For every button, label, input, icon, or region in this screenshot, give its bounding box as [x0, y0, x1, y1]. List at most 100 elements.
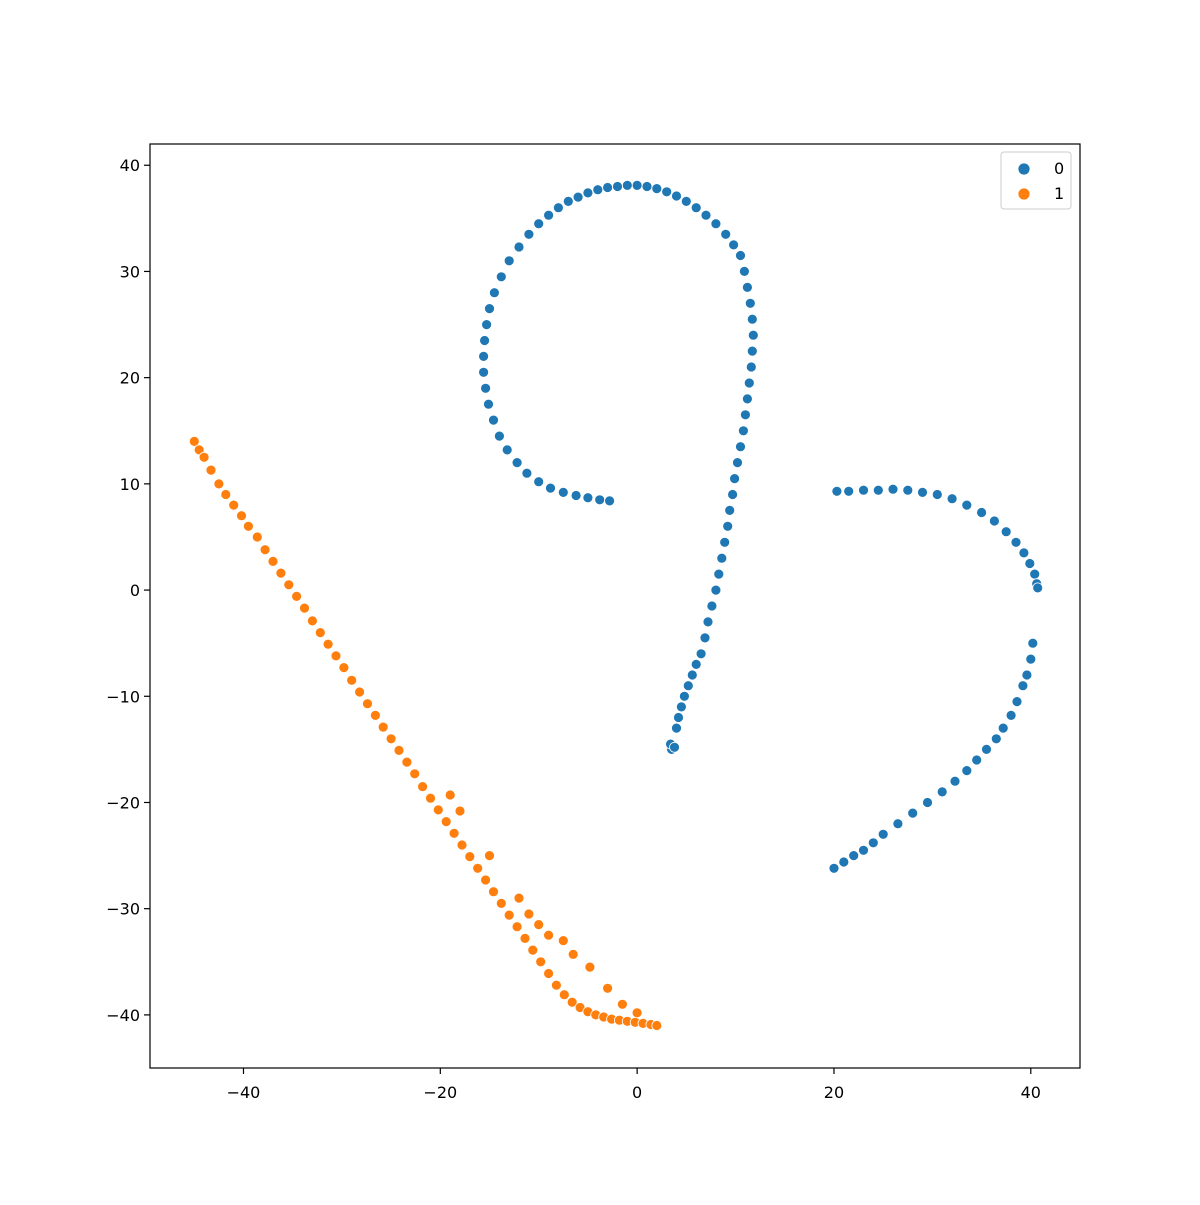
point-series-1 [205, 464, 217, 476]
point-series-0 [621, 179, 633, 191]
point-series-0 [690, 659, 702, 670]
point-series-1 [535, 956, 547, 968]
point-series-0 [488, 414, 499, 426]
point-series-1 [566, 996, 578, 1008]
point-series-0 [971, 754, 983, 766]
point-series-1 [543, 929, 554, 941]
point-series-0 [961, 499, 973, 511]
y-tick-label: 20 [120, 369, 140, 388]
y-tick-label: −30 [106, 900, 140, 919]
point-series-0 [1010, 536, 1022, 548]
point-series-1 [314, 627, 326, 638]
point-series-0 [738, 425, 749, 437]
y-tick-label: −40 [106, 1006, 140, 1025]
point-series-1 [503, 909, 515, 921]
legend-marker-1 [1017, 187, 1031, 201]
point-series-0 [480, 382, 492, 394]
point-series-0 [557, 486, 569, 498]
point-series-0 [501, 444, 513, 456]
point-series-0 [1029, 568, 1041, 580]
points-layer [188, 179, 1044, 1031]
point-series-0 [1018, 547, 1030, 559]
point-series-1 [213, 478, 225, 490]
point-series-0 [831, 485, 843, 497]
point-series-0 [1005, 710, 1017, 721]
point-series-0 [1000, 526, 1012, 538]
point-series-1 [543, 968, 554, 979]
point-series-0 [720, 228, 732, 240]
point-series-0 [602, 182, 613, 193]
point-series-0 [745, 361, 757, 373]
point-series-1 [291, 591, 303, 602]
point-series-0 [872, 484, 884, 496]
point-series-0 [695, 648, 707, 660]
x-tick-label: −20 [423, 1083, 457, 1102]
point-series-0 [747, 329, 759, 341]
point-series-0 [739, 265, 750, 277]
point-series-0 [572, 191, 584, 203]
point-series-0 [700, 209, 712, 221]
point-series-0 [719, 536, 731, 548]
point-series-1 [198, 451, 210, 463]
point-series-1 [322, 638, 334, 650]
x-tick-label: 40 [1021, 1083, 1041, 1102]
point-series-1 [354, 686, 366, 698]
point-series-0 [716, 552, 728, 564]
point-series-0 [523, 228, 535, 240]
point-series-0 [887, 483, 899, 495]
point-series-1 [377, 721, 389, 733]
point-series-0 [1024, 558, 1036, 569]
point-series-0 [710, 218, 722, 230]
point-series-0 [828, 862, 840, 874]
point-series-1 [480, 874, 492, 886]
plot-frame [149, 143, 1081, 1069]
point-series-0 [543, 209, 554, 221]
point-series-0 [582, 187, 594, 199]
point-series-0 [592, 184, 604, 196]
point-series-0 [858, 484, 869, 496]
x-tick-label: 20 [824, 1083, 844, 1102]
point-series-0 [676, 701, 687, 713]
point-series-0 [690, 202, 702, 214]
point-series-0 [671, 722, 682, 734]
point-series-1 [448, 827, 460, 839]
point-series-0 [931, 489, 943, 500]
point-series-0 [867, 837, 879, 849]
point-series-0 [1021, 669, 1033, 681]
point-series-1 [306, 615, 318, 627]
point-series-1 [558, 989, 570, 1001]
point-series-0 [673, 712, 684, 723]
point-series-0 [722, 520, 734, 532]
point-series-0 [680, 195, 692, 207]
point-series-0 [989, 515, 1000, 527]
point-series-1 [251, 531, 263, 543]
point-series-0 [699, 632, 711, 644]
point-series-1 [533, 919, 545, 930]
point-series-1 [330, 650, 342, 662]
point-series-0 [961, 765, 973, 776]
point-series-0 [511, 457, 523, 469]
point-series-0 [661, 186, 673, 198]
point-series-0 [533, 476, 545, 488]
point-series-1 [417, 781, 429, 792]
point-series-0 [728, 239, 739, 251]
y-tick-label: 40 [120, 156, 140, 175]
point-series-1 [275, 567, 287, 579]
point-series-0 [641, 181, 653, 192]
point-series-0 [744, 297, 756, 309]
point-series-0 [976, 507, 987, 518]
point-series-0 [594, 494, 606, 506]
point-series-0 [735, 441, 746, 453]
legend-label-0: 0 [1054, 159, 1064, 178]
point-series-1 [617, 998, 628, 1010]
point-series-0 [493, 430, 505, 442]
point-series-0 [553, 202, 564, 214]
point-series-0 [702, 616, 714, 628]
point-series-0 [729, 473, 740, 485]
point-series-0 [740, 409, 751, 421]
point-series-1 [519, 933, 531, 944]
point-series-1 [432, 804, 444, 816]
point-series-0 [746, 345, 758, 357]
y-tick-label: −20 [106, 793, 140, 812]
